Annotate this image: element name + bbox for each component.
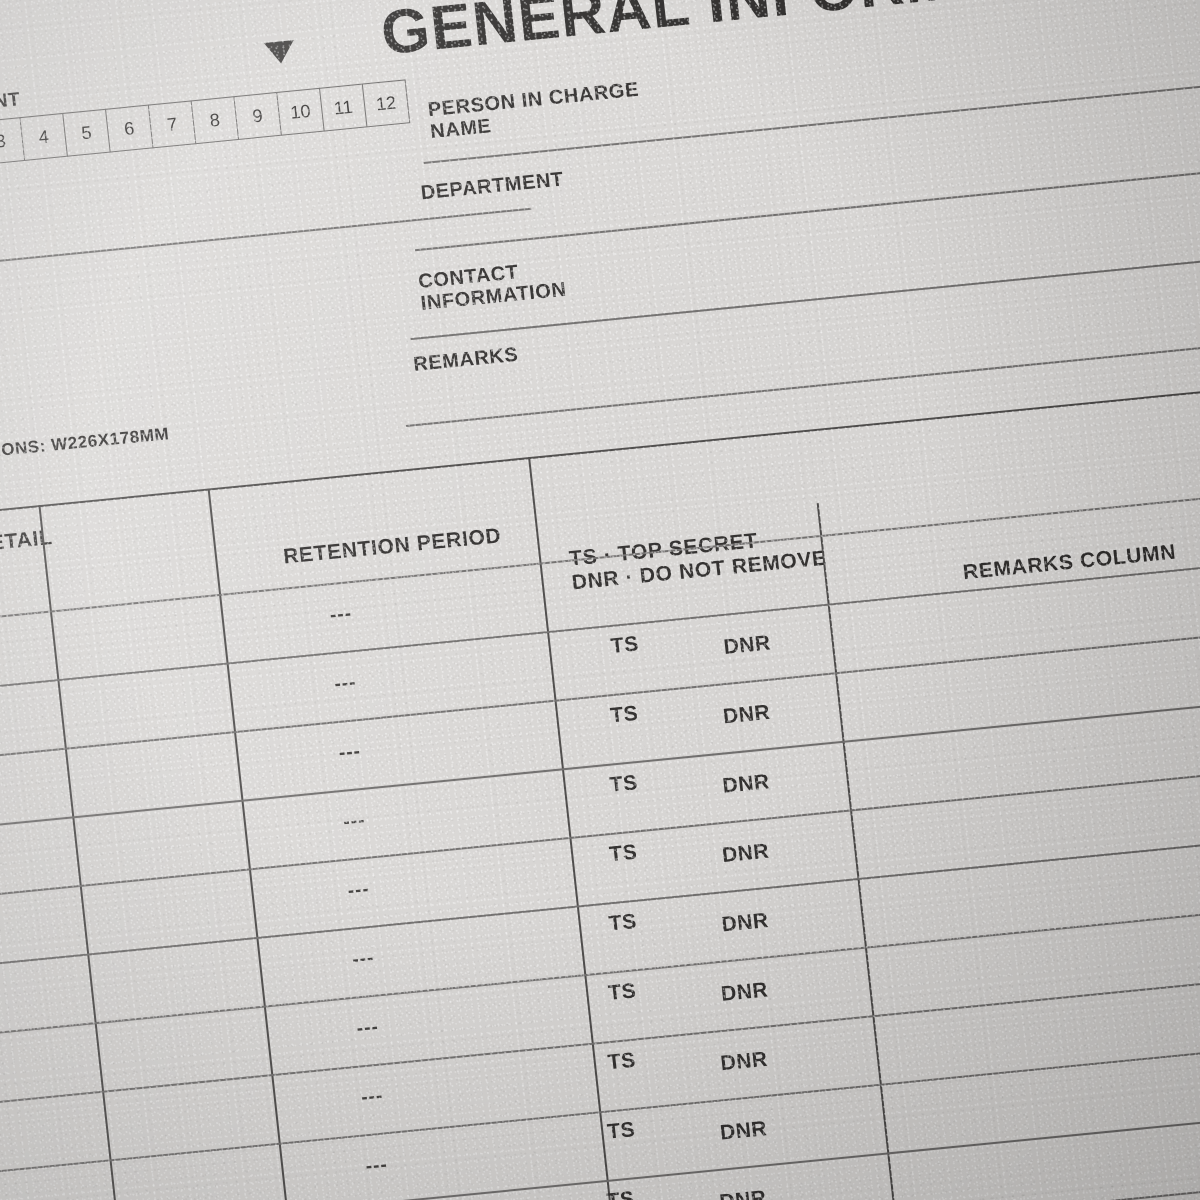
classification-dnr-cell[interactable]: DNR bbox=[720, 839, 771, 868]
classification-ts-cell[interactable]: TS bbox=[607, 979, 638, 1005]
retention-period-cell[interactable]: --- bbox=[333, 672, 358, 696]
retention-period-cell[interactable]: --- bbox=[360, 1085, 385, 1109]
classification-dnr-cell[interactable]: DNR bbox=[722, 631, 772, 659]
column-header-detail: DETAIL bbox=[0, 526, 54, 557]
table-top-border bbox=[0, 358, 1200, 533]
classification-ts-cell[interactable]: TS bbox=[608, 840, 639, 867]
retention-period-cell[interactable]: --- bbox=[364, 1154, 389, 1178]
classification-dnr-cell[interactable]: DNR bbox=[719, 1047, 769, 1076]
retention-period-cell[interactable]: --- bbox=[351, 947, 376, 971]
retention-period-cell[interactable]: --- bbox=[328, 603, 354, 627]
column-header-retention-period: RETENTION PERIOD bbox=[282, 524, 503, 569]
classification-dnr-cell[interactable]: DNR bbox=[720, 909, 770, 937]
classification-ts-cell[interactable]: TS bbox=[606, 1187, 636, 1200]
classification-ts-cell[interactable]: TS bbox=[606, 1118, 637, 1144]
retention-period-cell[interactable]: --- bbox=[337, 740, 362, 765]
classification-ts-cell[interactable]: TS bbox=[609, 701, 640, 728]
classification-ts-cell[interactable]: TS bbox=[608, 771, 639, 797]
retention-period-cell[interactable]: --- bbox=[346, 878, 371, 902]
retention-period-cell[interactable]: --- bbox=[342, 809, 367, 833]
classification-dnr-cell[interactable]: DNR bbox=[721, 770, 771, 798]
retention-period-cell[interactable]: --- bbox=[355, 1016, 380, 1040]
classification-dnr-cell[interactable]: DNR bbox=[718, 1117, 769, 1145]
classification-dnr-cell[interactable]: DNR bbox=[721, 700, 772, 729]
classification-dnr-cell[interactable]: DNR bbox=[719, 978, 770, 1006]
classification-ts-cell[interactable]: TS bbox=[607, 909, 638, 936]
classification-ts-cell[interactable]: TS bbox=[606, 1048, 637, 1075]
classification-ts-cell[interactable]: TS bbox=[609, 632, 640, 658]
